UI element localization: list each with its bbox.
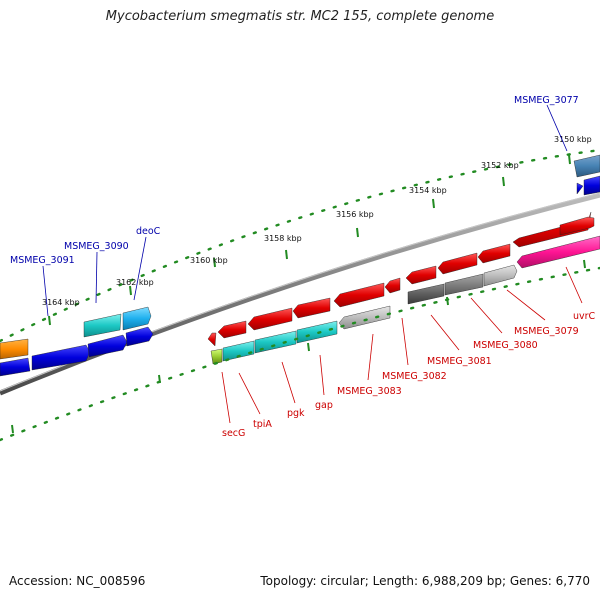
gene-label-msmeg-3083[interactable]: MSMEG_3083 [337,386,402,397]
gene-arrow[interactable] [87,334,128,358]
reverse-strand-track [207,211,595,347]
gene-label-msmeg-3082[interactable]: MSMEG_3082 [382,371,447,382]
forward-gene-labels: MSMEG_3077 deoC MSMEG_3090 MSMEG_3091 [10,95,579,317]
outer-ruler-major-ticks [48,154,571,326]
gene-label-msmeg-3091[interactable]: MSMEG_3091 [10,255,75,266]
gene-label-deoc[interactable]: deoC [136,226,161,237]
map-title: Mycobacterium smegmatis str. MC2 155, co… [105,9,495,24]
gene-arrow[interactable] [444,273,484,296]
gene-arrow[interactable] [31,344,91,371]
ruler-label: 3162 kbp [116,278,154,287]
gene-arrow[interactable] [333,282,385,308]
accession-text: Accession: NC_008596 [9,574,146,588]
gene-arrow[interactable] [247,307,293,331]
gene-label-uvrc[interactable]: uvrC [573,311,596,322]
forward-strand-track-lower [0,175,600,377]
gene-label-msmeg-3077[interactable]: MSMEG_3077 [514,95,579,106]
gene-arrow[interactable] [576,182,584,195]
gene-arrow[interactable] [477,243,511,264]
ruler-label: 3150 kbp [554,135,592,144]
forward-strand-track [0,154,600,360]
reverse-gene-labels: secG tpiA pgk gap MSMEG_3083 MSMEG_3082 … [221,266,596,439]
gene-label-gap[interactable]: gap [315,400,333,411]
ruler-label: 3164 kbp [42,298,80,307]
ruler-label: 3156 kbp [336,210,374,219]
gene-label-msmeg-3090[interactable]: MSMEG_3090 [64,241,129,252]
ruler-label: 3152 kbp [481,161,519,170]
gene-arrow[interactable] [125,326,154,347]
gene-arrow[interactable] [405,265,437,285]
gene-label-msmeg-3081[interactable]: MSMEG_3081 [427,356,492,367]
gene-arrow[interactable] [254,330,297,354]
gene-label-secg[interactable]: secG [222,428,245,439]
gene-arrow[interactable] [583,175,600,196]
gene-arrow[interactable] [222,340,255,362]
gene-label-tpia[interactable]: tpiA [253,419,272,430]
gene-arrow[interactable] [559,216,595,236]
gene-arrow[interactable] [296,320,338,344]
gene-arrow[interactable] [516,235,600,269]
ruler-label: 3160 kbp [190,256,228,265]
gene-label-pgk[interactable]: pgk [287,408,305,419]
gene-arrow[interactable] [83,313,122,338]
gene-arrow[interactable] [217,320,247,339]
backbone [0,192,600,396]
topology-text: Topology: circular; Length: 6,988,209 bp… [260,574,590,588]
gene-label-msmeg-3079[interactable]: MSMEG_3079 [514,326,579,337]
gene-arrow[interactable] [483,264,518,287]
gene-arrow[interactable] [338,305,391,330]
ruler-labels: 3150 kbp 3152 kbp 3154 kbp 3156 kbp 3158… [42,135,592,307]
gene-label-msmeg-3080[interactable]: MSMEG_3080 [473,340,538,351]
gene-arrow[interactable] [207,332,217,347]
inner-ruler-track [0,266,600,442]
gene-arrow[interactable] [437,252,478,275]
gene-arrow[interactable] [407,283,445,305]
reverse-strand-track-lower [210,235,600,365]
gene-arrow[interactable] [573,154,600,178]
gene-arrow[interactable] [210,348,223,365]
ruler-label: 3158 kbp [264,234,302,243]
inner-ruler-major-ticks [11,259,586,434]
ruler-label: 3154 kbp [409,186,447,195]
gene-arrow[interactable] [0,338,29,360]
gene-arrow[interactable] [122,306,152,331]
gene-arrow[interactable] [0,357,31,377]
outer-ruler-track [0,148,600,343]
gene-arrow[interactable] [384,277,401,294]
gene-arrow[interactable] [292,297,331,319]
